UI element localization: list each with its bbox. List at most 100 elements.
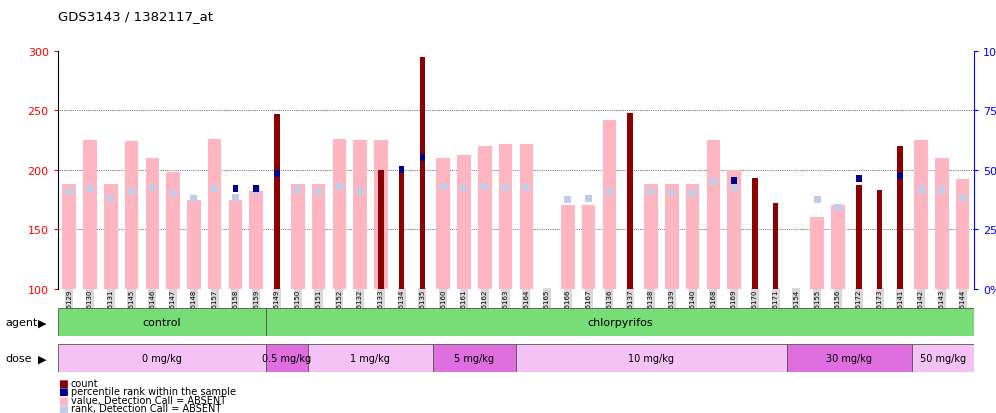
Bar — [811, 218, 824, 289]
Bar — [956, 180, 969, 289]
Bar — [249, 192, 263, 289]
Bar — [312, 185, 326, 289]
Text: 0 mg/kg: 0 mg/kg — [142, 354, 182, 363]
Bar — [647, 188, 654, 195]
Text: chlorpyrifos: chlorpyrifos — [588, 318, 652, 328]
Bar — [627, 113, 633, 289]
Bar — [561, 206, 575, 289]
Bar — [274, 114, 280, 289]
Bar — [897, 147, 903, 289]
Bar — [87, 186, 94, 193]
Bar — [731, 178, 737, 185]
Text: control: control — [142, 318, 181, 328]
Bar — [832, 206, 845, 289]
Bar — [499, 144, 512, 289]
Bar — [897, 173, 903, 180]
Bar — [914, 141, 928, 289]
Bar — [436, 159, 450, 289]
Bar — [211, 186, 218, 193]
Text: rank, Detection Call = ABSENT: rank, Detection Call = ABSENT — [71, 403, 221, 413]
Bar — [668, 189, 675, 197]
Text: count: count — [71, 378, 99, 388]
Bar — [378, 170, 383, 289]
Bar — [84, 141, 97, 289]
Bar — [665, 185, 678, 289]
Text: 1 mg/kg: 1 mg/kg — [351, 354, 390, 363]
Bar — [603, 121, 617, 289]
Text: percentile rank within the sample: percentile rank within the sample — [71, 387, 236, 396]
Bar — [233, 186, 238, 193]
Text: 10 mg/kg: 10 mg/kg — [628, 354, 674, 363]
Bar — [773, 204, 779, 289]
Bar — [145, 159, 159, 289]
Bar — [481, 183, 488, 190]
Bar — [291, 185, 305, 289]
Text: dose: dose — [5, 354, 32, 363]
Bar — [398, 167, 404, 174]
Bar — [419, 57, 425, 289]
Bar — [460, 185, 467, 192]
Bar — [787, 344, 911, 373]
Bar — [190, 195, 197, 202]
Bar — [253, 187, 260, 194]
Bar — [439, 183, 447, 190]
Bar — [644, 185, 657, 289]
Bar — [727, 170, 741, 289]
Bar — [856, 175, 862, 182]
Bar — [63, 185, 76, 289]
Bar — [502, 185, 509, 192]
Bar — [689, 189, 696, 197]
Text: ▶: ▶ — [38, 318, 47, 328]
Bar — [876, 190, 882, 289]
Bar — [208, 140, 221, 289]
Text: GDS3143 / 1382117_at: GDS3143 / 1382117_at — [58, 10, 213, 23]
Bar — [169, 190, 176, 198]
Bar — [187, 200, 200, 289]
Bar — [266, 309, 974, 337]
Bar — [315, 188, 322, 195]
Bar — [710, 179, 717, 186]
Text: ■: ■ — [58, 387, 68, 396]
Bar — [128, 188, 135, 195]
Bar — [938, 187, 945, 194]
Text: ■: ■ — [58, 378, 68, 388]
Text: 5 mg/kg: 5 mg/kg — [454, 354, 494, 363]
Bar — [523, 185, 530, 192]
Bar — [814, 197, 821, 204]
Bar — [58, 344, 266, 373]
Bar — [377, 188, 384, 195]
Bar — [229, 200, 242, 289]
Bar — [294, 187, 301, 194]
Bar — [432, 344, 516, 373]
Text: agent: agent — [5, 318, 38, 328]
Bar — [108, 195, 115, 202]
Bar — [520, 144, 533, 289]
Bar — [253, 186, 259, 193]
Text: value, Detection Call = ABSENT: value, Detection Call = ABSENT — [71, 395, 226, 405]
Text: 50 mg/kg: 50 mg/kg — [919, 354, 966, 363]
Text: ▶: ▶ — [38, 354, 47, 363]
Bar — [457, 156, 471, 289]
Bar — [58, 309, 266, 337]
Bar — [917, 187, 924, 194]
Bar — [419, 155, 425, 162]
Bar — [354, 141, 367, 289]
Bar — [398, 167, 404, 289]
Bar — [565, 197, 572, 204]
Bar — [374, 141, 387, 289]
Bar — [911, 344, 974, 373]
Bar — [66, 188, 73, 195]
Bar — [582, 206, 596, 289]
Bar — [266, 344, 308, 373]
Bar — [731, 185, 738, 192]
Bar — [606, 188, 613, 195]
Bar — [166, 173, 180, 289]
Text: ■: ■ — [58, 395, 68, 405]
Bar — [835, 205, 842, 212]
Bar — [752, 179, 758, 289]
Bar — [357, 188, 364, 195]
Bar — [232, 194, 239, 201]
Text: 0.5 mg/kg: 0.5 mg/kg — [262, 354, 312, 363]
Bar — [308, 344, 432, 373]
Bar — [585, 195, 593, 202]
